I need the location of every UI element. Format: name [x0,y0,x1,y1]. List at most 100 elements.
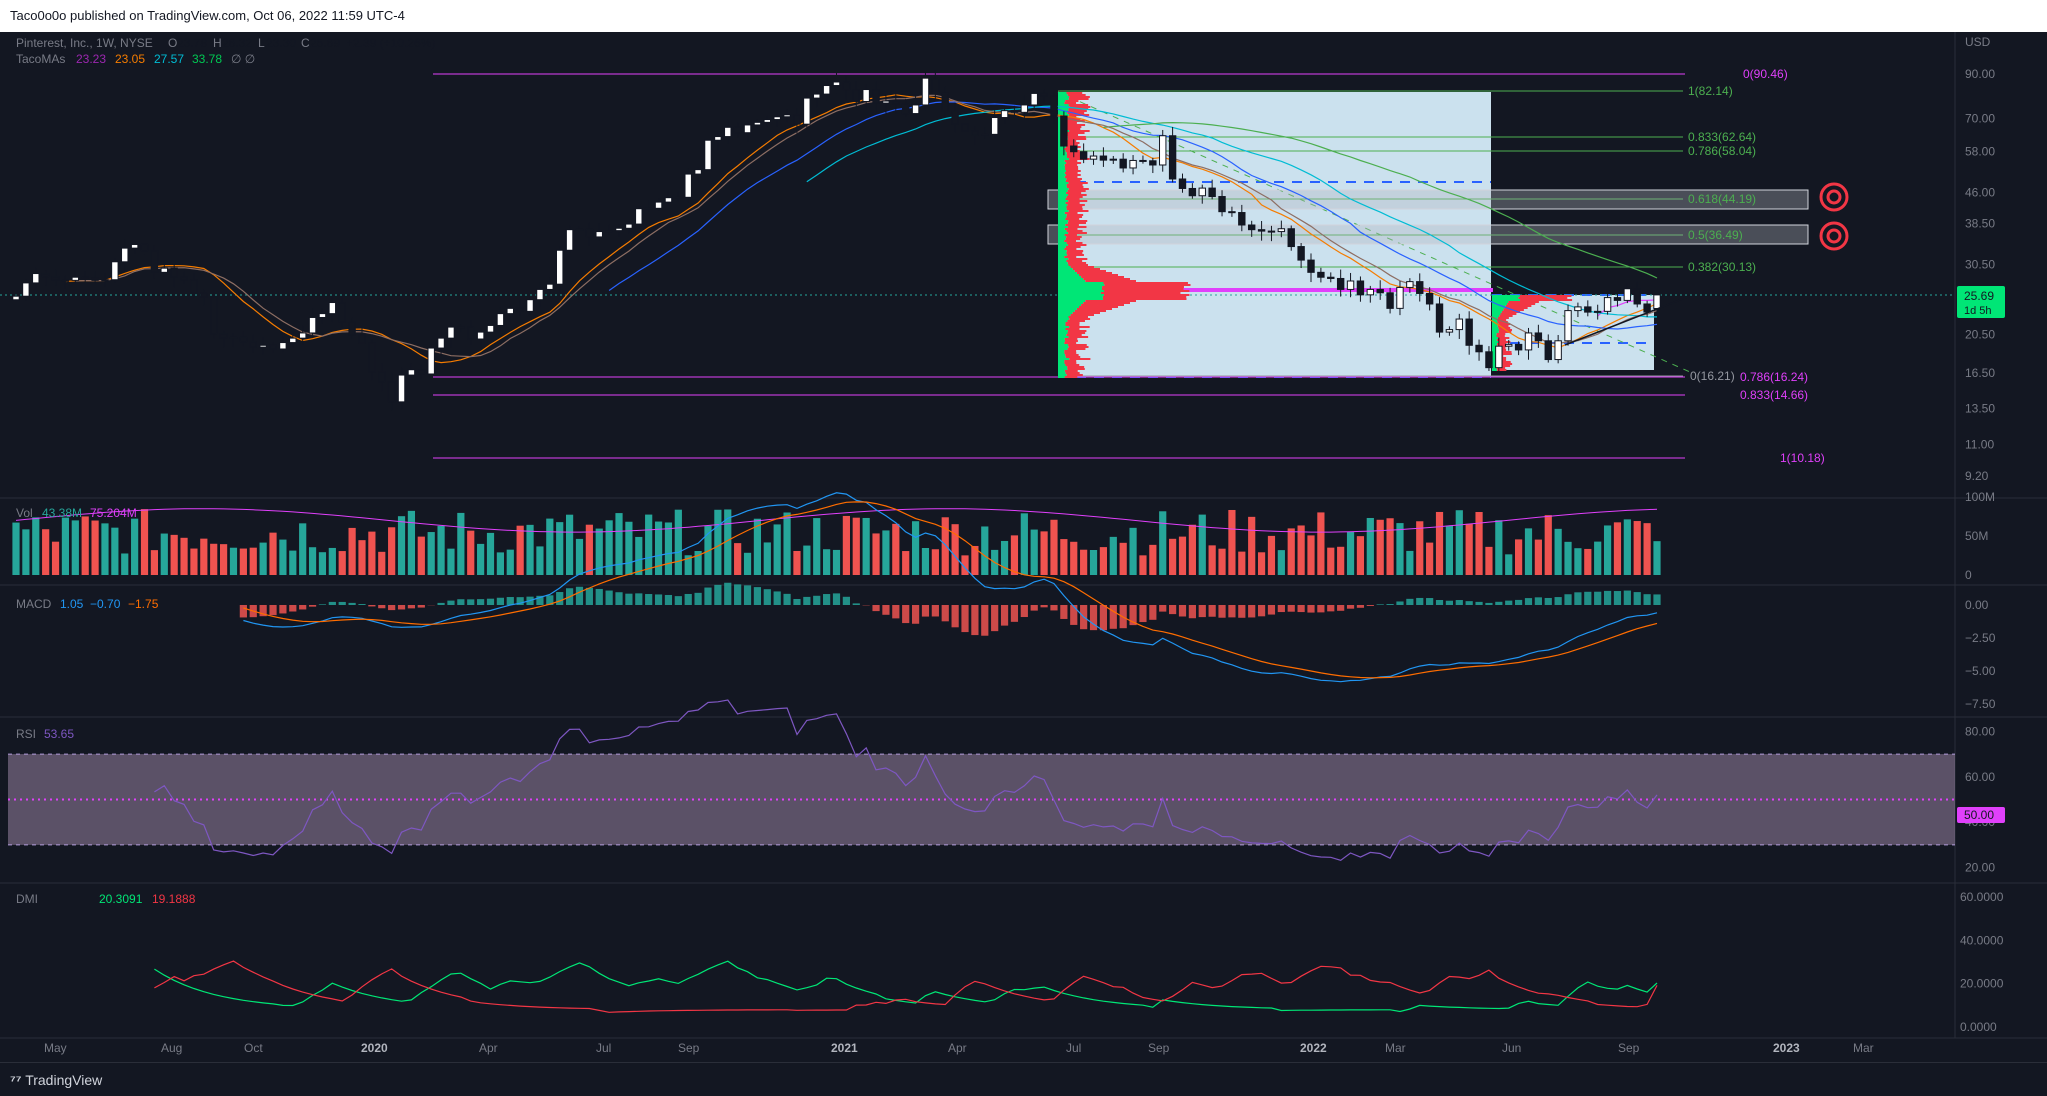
volume-bar [566,515,573,575]
volume-bar [1021,513,1028,575]
volume-tick: 0 [1965,568,1972,582]
macd-histogram-bar [615,592,622,605]
fib-magenta-label: 0(90.46) [1743,67,1788,81]
volume-profile-down [1067,132,1084,134]
macd-histogram-bar [1021,605,1028,617]
macd-histogram-bar [1307,605,1314,613]
macd-histogram-bar [1139,605,1146,622]
macd-histogram-bar [1377,604,1384,605]
volume-profile-up [1058,158,1069,160]
legend-h-label: H [213,36,222,50]
volume-profile-down [1065,370,1078,372]
volume-profile-up [1058,214,1067,216]
price-tick: 11.00 [1965,437,1994,451]
volume-bar [289,551,296,575]
volume-bar [1317,512,1324,575]
macd-v1: 1.05 [60,597,84,611]
volume-profile-down [1066,206,1082,208]
volume-profile-down [1066,238,1080,240]
price-tick: 9.20 [1965,469,1989,483]
volume-profile-up [1492,341,1498,343]
volume-profile-up [1058,314,1071,316]
macd-histogram-bar [912,605,919,624]
macd-histogram-bar [1614,591,1621,605]
fib-label: 0.382(30.13) [1688,260,1756,274]
volume-profile-up [1058,94,1068,96]
legend-change: +2.39 (+10.26%) [346,36,435,50]
volume-bar [1238,552,1245,575]
rsi-mid-badge: 50.00 [1957,807,2005,823]
volume-bar [981,526,988,575]
volume-profile-up [1058,292,1101,294]
volume-bar [714,510,721,575]
macd-histogram-bar [1337,605,1344,611]
macd-histogram-bar [1545,598,1552,605]
macd-histogram-bar [853,603,860,605]
volume-profile-down [1067,252,1083,254]
volume-profile-down [1071,266,1094,268]
macd-histogram-bar [606,591,613,605]
volume-profile-up [1058,278,1083,280]
volume-profile-down [1497,339,1506,341]
volume-profile-down [1104,290,1189,292]
volume-profile-down [1497,333,1506,335]
vol-v2: 75.204M [90,506,137,520]
macd-histogram-bar [892,605,899,618]
volume-profile-down [1067,204,1084,206]
footer: ⁷⁷ TradingView [0,1062,2047,1096]
volume-bar [349,528,356,575]
volume-bar [1426,543,1433,575]
price-tick: 46.00 [1965,185,1995,199]
fib-magenta-label: 1(10.18) [1780,451,1825,465]
volume-profile-up [1058,318,1069,320]
volume-profile-down [1065,228,1078,230]
volume-profile-up [1058,360,1064,362]
volume-bar [358,540,365,575]
volume-bar [418,537,425,575]
volume-bar [309,547,316,575]
volume-profile-down [1064,350,1076,352]
macd-histogram-bar [1396,601,1403,605]
macd-histogram-bar [833,593,840,605]
macd-histogram-bar [1624,591,1631,605]
volume-bar [477,544,484,575]
volume-profile-down [1079,274,1118,276]
volume-bar [91,521,98,575]
macd-histogram-bar [942,605,949,621]
price-tick: 13.50 [1965,401,1995,415]
countdown: 1d 5h [1964,305,1992,317]
volume-profile-up [1058,340,1065,342]
volume-profile-up [1492,333,1497,335]
volume-bar [1001,541,1008,575]
volume-bar [872,533,879,575]
volume-bar [1337,547,1344,575]
volume-bar [942,517,949,575]
volume-profile-down [1085,300,1136,302]
time-tick: May [44,1041,67,1055]
volume-profile-up [1058,92,1066,94]
price-tick: 70.00 [1965,111,1995,125]
volume-bar [922,548,929,575]
macd-histogram-bar [922,605,929,617]
volume-bar [82,516,89,575]
legend-c: 25.69 [310,36,340,50]
volume-bar [240,549,247,575]
macd-histogram-bar [319,604,326,605]
price-tick: 58.00 [1965,144,1995,158]
volume-bar [1268,536,1275,575]
volume-bar [665,522,672,575]
macd-histogram-bar [1535,597,1542,605]
volume-profile-down [1069,188,1089,190]
time-tick: 2022 [1300,1041,1327,1055]
volume-profile-up [1492,299,1520,301]
volume-bar [1298,525,1305,575]
volume-profile-up [1058,258,1068,260]
chart[interactable]: 1(82.14)0.833(62.64)0.786(58.04)0.618(44… [0,32,2047,1062]
volume-bar [190,549,197,575]
volume-profile-down [1069,130,1090,132]
macd-histogram-bar [764,589,771,605]
volume-profile-down [1518,297,1567,299]
macd-histogram-bar [774,591,781,605]
volume-bar [1357,536,1364,575]
volume-profile-down [1520,299,1572,301]
